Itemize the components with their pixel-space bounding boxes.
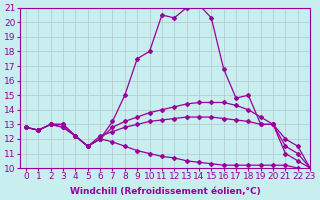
X-axis label: Windchill (Refroidissement éolien,°C): Windchill (Refroidissement éolien,°C) (70, 187, 260, 196)
